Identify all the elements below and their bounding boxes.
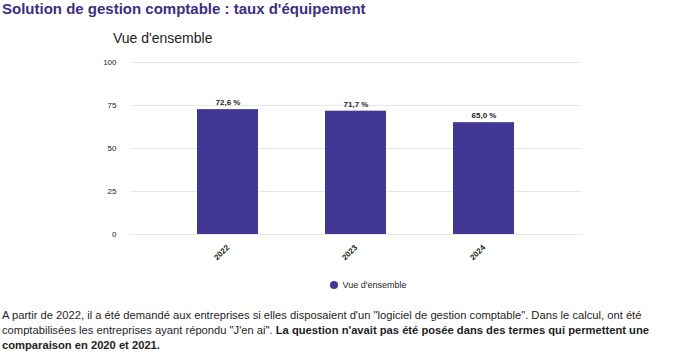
svg-text:65,0 %: 65,0 %	[472, 111, 497, 120]
html-text:A partir de 2022, il a été dem: A partir de 2022, il a été demandé aux e…	[2, 309, 649, 351]
svg-text:71,7 %: 71,7 %	[344, 100, 369, 109]
svg-text:25: 25	[108, 187, 117, 196]
svg-text:50: 50	[108, 144, 117, 153]
html-text:Vue d'ensemble: Vue d'ensemble	[113, 30, 213, 46]
svg-text:0: 0	[112, 230, 117, 239]
html-text:Solution de gestion comptable: Solution de gestion comptable : taux d'é…	[2, 0, 366, 17]
svg-text:2023: 2023	[340, 243, 359, 262]
svg-text:2022: 2022	[212, 243, 231, 262]
svg-text:75: 75	[108, 101, 117, 110]
svg-text:2024: 2024	[468, 243, 487, 262]
html-text:Vue d'ensemble: Vue d'ensemble	[342, 280, 407, 290]
svg-text:72,6 %: 72,6 %	[216, 98, 241, 107]
svg-text:100: 100	[103, 58, 117, 67]
